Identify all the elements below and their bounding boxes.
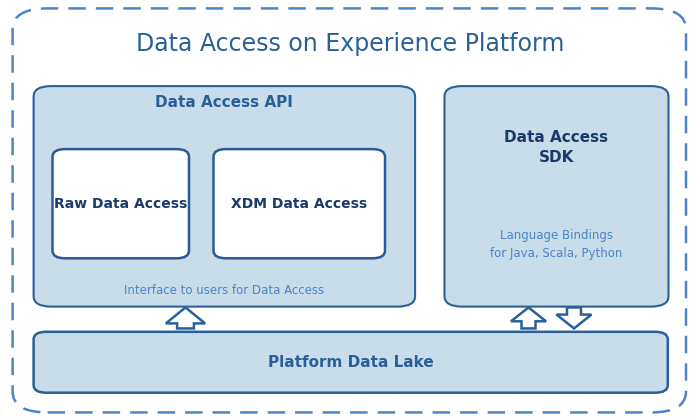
Text: Language Bindings
for Java, Scala, Python: Language Bindings for Java, Scala, Pytho… [490,229,623,260]
Text: XDM Data Access: XDM Data Access [231,197,368,211]
FancyBboxPatch shape [444,86,668,307]
FancyBboxPatch shape [34,332,668,393]
Text: Data Access on Experience Platform: Data Access on Experience Platform [136,32,564,56]
Text: Data Access API: Data Access API [155,94,293,110]
Text: Platform Data Lake: Platform Data Lake [268,355,433,370]
Polygon shape [511,307,546,328]
Text: Interface to users for Data Access: Interface to users for Data Access [125,284,324,297]
FancyBboxPatch shape [34,86,415,307]
Text: Raw Data Access: Raw Data Access [54,197,188,211]
Text: Data Access
SDK: Data Access SDK [505,131,608,165]
FancyBboxPatch shape [13,8,686,412]
FancyBboxPatch shape [214,149,385,258]
Polygon shape [556,307,592,328]
FancyBboxPatch shape [52,149,189,258]
Polygon shape [166,307,205,328]
